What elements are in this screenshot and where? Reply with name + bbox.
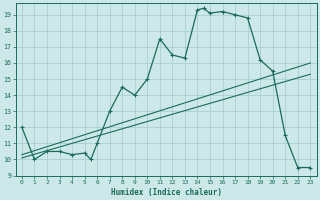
X-axis label: Humidex (Indice chaleur): Humidex (Indice chaleur) [111, 188, 221, 197]
